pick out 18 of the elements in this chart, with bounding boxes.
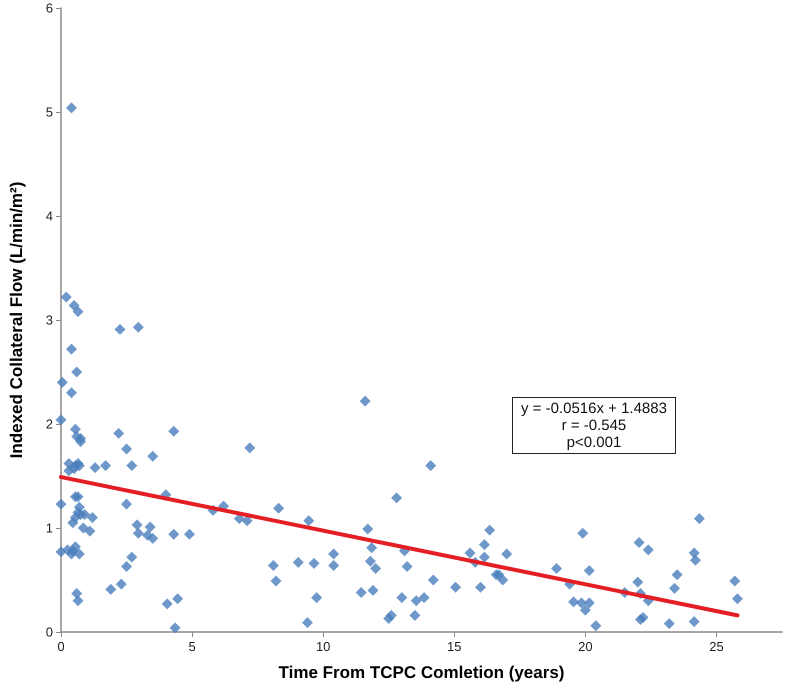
annotation: y = -0.0516x + 1.4883 [521, 400, 667, 417]
y-tick-label: 6 [46, 0, 53, 16]
y-tick-label: 1 [46, 520, 53, 536]
x-tick-label: 25 [709, 639, 724, 654]
x-tick-label: 10 [316, 639, 330, 654]
x-axis-title: Time From TCPC Comletion (years) [278, 663, 564, 682]
y-tick-label: 2 [46, 416, 53, 432]
y-tick-label: 4 [46, 208, 53, 224]
x-tick-label: 0 [57, 639, 65, 654]
x-tick-label: 20 [578, 639, 593, 654]
y-axis-title: Indexed Collateral Flow (L/min/m²) [7, 182, 26, 458]
y-tick-label: 5 [46, 104, 53, 120]
x-tick-label: 5 [188, 639, 196, 654]
y-tick-label: 0 [46, 624, 53, 640]
x-tick-label: 15 [447, 639, 462, 654]
y-tick-label: 3 [46, 312, 53, 328]
annotation: r = -0.545 [560, 417, 628, 434]
annotation: p<0.001 [566, 434, 622, 451]
